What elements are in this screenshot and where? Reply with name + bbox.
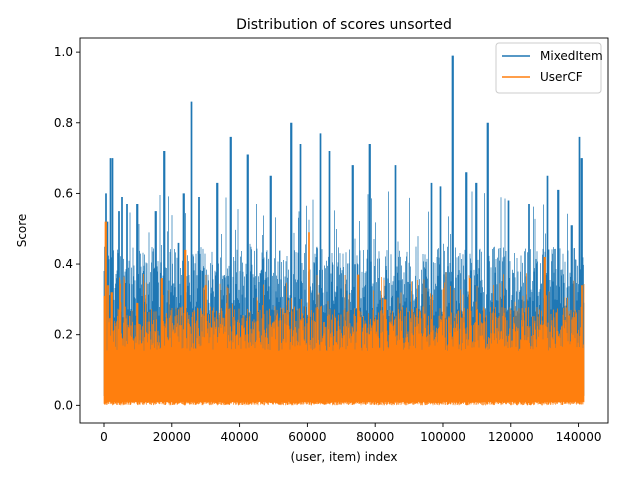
chart-title: Distribution of scores unsorted — [236, 17, 452, 33]
x-axis-label: (user, item) index — [291, 450, 398, 464]
x-tick-label: 60000 — [288, 430, 326, 444]
series-layer — [103, 55, 585, 406]
x-tick-label: 20000 — [153, 430, 191, 444]
y-tick-label: 0.8 — [54, 116, 73, 130]
x-tick-label: 0 — [100, 430, 108, 444]
y-tick-label: 1.0 — [54, 45, 73, 59]
x-tick-label: 80000 — [356, 430, 394, 444]
y-tick-label: 0.0 — [54, 398, 73, 412]
legend-label-mixeditem: MixedItem — [540, 49, 603, 63]
legend: MixedItem UserCF — [495, 42, 603, 94]
x-tick-label: 100000 — [420, 430, 466, 444]
axes-frame — [79, 37, 609, 424]
x-axis: 0 20000 40000 60000 80000 100000 120000 140000 — [100, 423, 601, 444]
y-tick-label: 0.4 — [54, 257, 73, 271]
x-tick-label: 40000 — [220, 430, 258, 444]
plot-area: 0 20000 40000 60000 80000 100000 120000 140000 … — [54, 37, 609, 444]
x-tick-label: 120000 — [488, 430, 534, 444]
y-axis: 0.0 0.2 0.4 0.6 0.8 1.0 — [54, 45, 80, 412]
y-axis-label: Score — [15, 214, 29, 248]
legend-label-usercf: UserCF — [540, 70, 583, 84]
y-tick-label: 0.6 — [54, 186, 73, 200]
x-tick-label: 140000 — [556, 430, 602, 444]
y-tick-label: 0.2 — [54, 328, 73, 342]
series-line-usercf — [103, 221, 585, 406]
